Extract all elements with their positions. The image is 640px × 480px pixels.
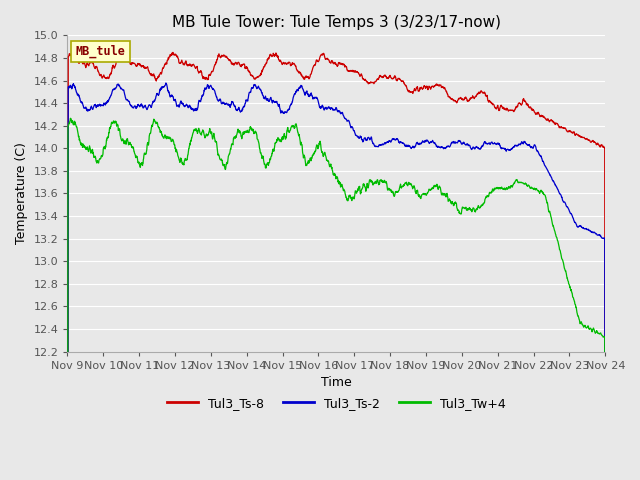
Legend: Tul3_Ts-8, Tul3_Ts-2, Tul3_Tw+4: Tul3_Ts-8, Tul3_Ts-2, Tul3_Tw+4 xyxy=(162,392,511,415)
Title: MB Tule Tower: Tule Temps 3 (3/23/17-now): MB Tule Tower: Tule Temps 3 (3/23/17-now… xyxy=(172,15,501,30)
X-axis label: Time: Time xyxy=(321,376,352,389)
Y-axis label: Temperature (C): Temperature (C) xyxy=(15,143,28,244)
Text: MB_tule: MB_tule xyxy=(76,45,125,58)
